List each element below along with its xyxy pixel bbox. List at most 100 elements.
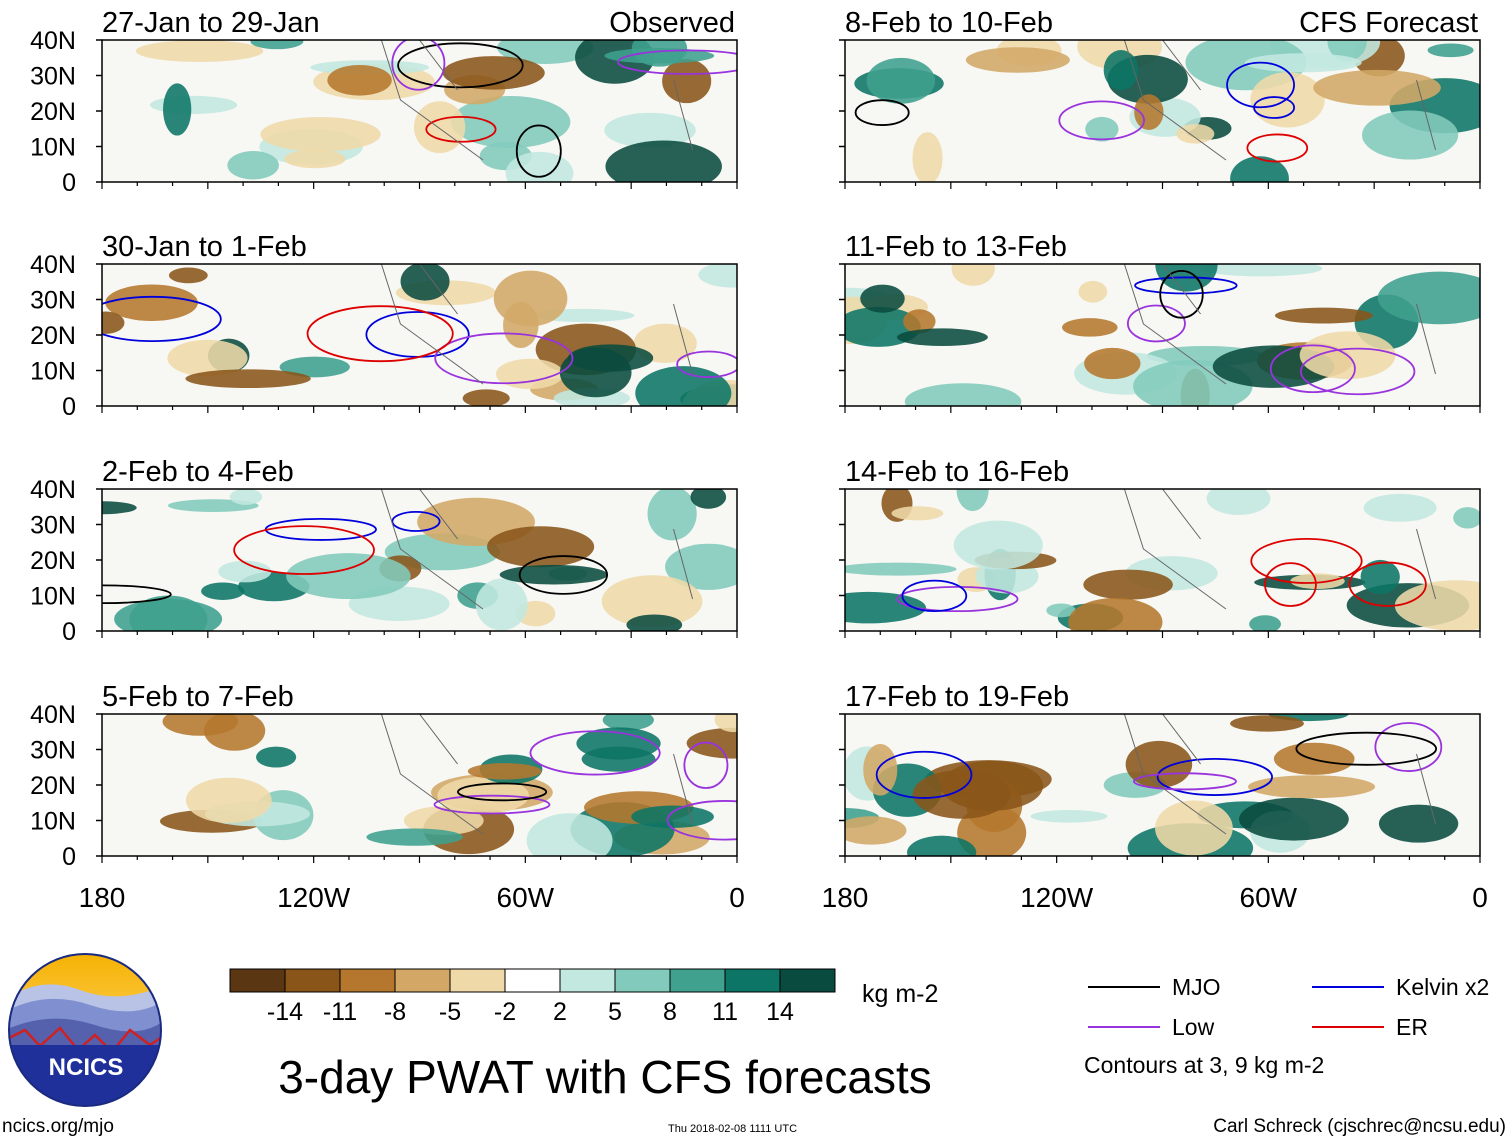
- pwat-anomaly-blob: [185, 369, 311, 389]
- contours-note: Contours at 3, 9 kg m-2: [1084, 1052, 1324, 1078]
- coastline: [1123, 714, 1437, 835]
- pwat-anomaly-blob: [135, 40, 264, 62]
- pwat-anomaly-blob: [227, 151, 279, 180]
- contour-line: [102, 584, 172, 605]
- contour-line: [896, 585, 1019, 613]
- pwat-anomaly-blob: [1176, 124, 1215, 144]
- pwat-anomaly-blob: [698, 264, 737, 288]
- pwat-anomaly-blob: [845, 562, 957, 576]
- pwat-anomaly-blob: [1134, 94, 1164, 131]
- y-tick-label: 10N: [30, 358, 76, 386]
- pwat-anomaly-blob: [451, 96, 571, 148]
- contour-line: [1126, 304, 1186, 343]
- y-tick-label: 40N: [30, 251, 76, 279]
- pwat-anomaly-blob: [366, 828, 463, 846]
- pwat-anomaly-blob: [635, 366, 732, 406]
- pwat-anomaly-blob: [647, 489, 697, 541]
- pwat-anomaly-blob: [1030, 809, 1108, 823]
- pwat-anomaly-blob: [167, 339, 248, 377]
- colorbar-label: 14: [766, 998, 794, 1026]
- pwat-anomaly-blob: [486, 526, 595, 568]
- panel: 2-Feb to 4-Feb 40N 30N 20N 10N 0: [30, 456, 738, 646]
- pwat-anomaly-blob: [1377, 271, 1480, 325]
- contour-line: [1374, 722, 1443, 772]
- footer-url[interactable]: ncics.org/mjo: [2, 1116, 114, 1137]
- pwat-anomaly-blob: [860, 284, 905, 313]
- pwat-anomaly-blob: [626, 614, 683, 631]
- panel-label: 8-Feb to 10-Feb: [845, 7, 1053, 39]
- contour-line: [875, 750, 973, 799]
- pwat-anomaly-blob: [953, 520, 1043, 570]
- pwat-anomaly-blob: [1361, 110, 1459, 160]
- y-tick-label: 20N: [30, 98, 76, 126]
- y-tick-label: 20N: [30, 772, 76, 800]
- y-tick-label: 0: [62, 618, 76, 646]
- y-tick-label: 30N: [30, 287, 76, 315]
- y-tick-label: 30N: [30, 512, 76, 540]
- pwat-anomaly-blob: [605, 140, 722, 182]
- coastline: [1123, 264, 1437, 385]
- pwat-anomaly-blob: [601, 575, 703, 628]
- y-tick-label: 10N: [30, 808, 76, 836]
- pwat-anomaly-blob: [1046, 603, 1076, 618]
- y-tick-label: 0: [62, 393, 76, 421]
- pwat-anomaly-blob: [505, 151, 574, 182]
- pwat-anomaly-blob: [1363, 493, 1437, 522]
- pwat-anomaly-blob: [956, 489, 989, 512]
- contour-line: [434, 332, 574, 385]
- pwat-anomaly-blob: [475, 578, 528, 631]
- pwat-anomaly-blob: [185, 777, 272, 823]
- contour-line: [683, 741, 729, 789]
- legend-label: ER: [1396, 1014, 1428, 1040]
- x-tick-label: 120W: [1020, 882, 1094, 913]
- pwat-anomaly-blob: [102, 311, 125, 334]
- panel-label: 30-Jan to 1-Feb: [102, 231, 307, 263]
- pwat-anomaly-blob: [1062, 318, 1118, 337]
- contour-line: [1269, 344, 1356, 394]
- pwat-anomaly-blob: [168, 267, 208, 284]
- contour-line: [457, 782, 548, 802]
- footer-credit: Carl Schreck (cjschrec@ncsu.edu): [1213, 1116, 1506, 1137]
- pwat-anomaly-blob: [1249, 615, 1281, 631]
- pwat-anomaly-blob: [1313, 69, 1441, 106]
- y-tick-label: 0: [62, 169, 76, 197]
- contour-line: [1226, 61, 1295, 109]
- colorbar-swatch: [449, 968, 506, 993]
- pwat-anomaly-blob: [863, 744, 898, 796]
- pwat-anomaly-blob: [1394, 580, 1480, 631]
- pwat-anomaly-blob: [284, 149, 346, 169]
- panel: 14-Feb to 16-Feb: [839, 456, 1481, 638]
- x-tick-label: 0: [729, 882, 745, 913]
- pwat-anomaly-blob: [631, 805, 714, 828]
- contour-line: [1246, 133, 1309, 163]
- y-tick-label: 0: [62, 843, 76, 871]
- pwat-anomaly-blob: [162, 714, 239, 736]
- y-tick-label: 30N: [30, 63, 76, 91]
- pwat-anomaly-blob: [1453, 507, 1480, 529]
- colorbar: -14 -11 -8 -5 -2 2 5 8 11 14 kg m-2: [229, 968, 938, 1026]
- pwat-anomaly-blob: [163, 83, 192, 136]
- pwat-anomaly-blob: [904, 383, 1022, 406]
- panels-layer: 27-Jan to 29-Jan Observed40N30N20N10N030-…: [30, 7, 1488, 913]
- contour-line: [433, 794, 551, 815]
- colorbar-swatch: [669, 968, 726, 993]
- panel-label: 5-Feb to 7-Feb: [102, 681, 294, 713]
- contour-line: [515, 124, 562, 178]
- pwat-anomaly-blob: [1360, 559, 1400, 594]
- pwat-anomaly-blob: [526, 813, 613, 856]
- contour-line: [397, 42, 524, 89]
- y-tick-label: 30N: [30, 737, 76, 765]
- pwat-anomaly-blob: [1068, 597, 1163, 631]
- pwat-anomaly-blob: [327, 64, 392, 96]
- pwat-anomaly-blob: [413, 101, 466, 154]
- colorbar-label: -2: [494, 998, 516, 1026]
- pwat-anomaly-blob: [256, 746, 297, 768]
- pwat-anomaly-blob: [690, 489, 727, 509]
- panel: 17-Feb to 19-Feb 180 120W 60W 0: [822, 681, 1488, 913]
- pwat-anomaly-blob: [1078, 280, 1108, 303]
- pwat-anomaly-blob: [1378, 804, 1459, 843]
- panel: 27-Jan to 29-Jan Observed 40N 30N 20N 10N 0: [30, 7, 738, 197]
- pwat-anomaly-blob: [567, 344, 654, 372]
